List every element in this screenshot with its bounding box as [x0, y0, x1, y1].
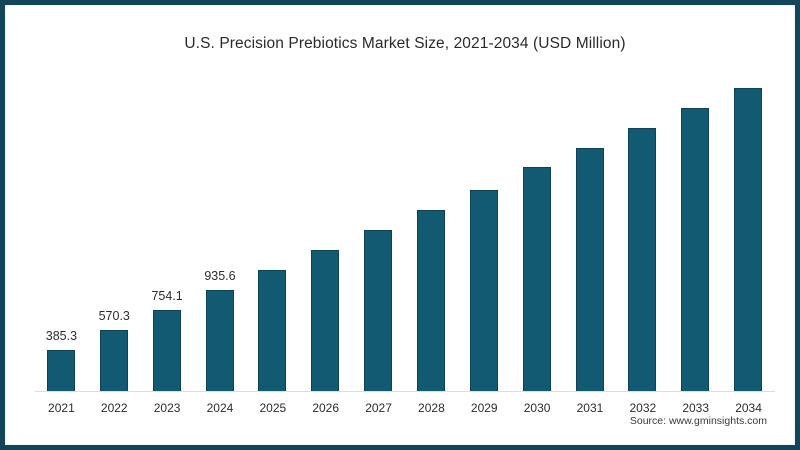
bar[interactable] — [311, 250, 340, 392]
bar[interactable] — [575, 147, 604, 392]
x-axis-tick-label: 2028 — [418, 401, 445, 415]
x-axis-tick-label: 2021 — [48, 401, 75, 415]
bar-slot — [511, 65, 564, 392]
x-axis-tick-label: 2033 — [682, 401, 710, 415]
bar[interactable] — [734, 87, 763, 392]
bar-slot — [669, 65, 722, 392]
bar-value-label: 570.3 — [98, 308, 130, 323]
x-axis-tick-label: 2032 — [629, 401, 657, 415]
bar[interactable] — [258, 269, 287, 392]
bar-slot — [246, 65, 299, 392]
bar-value-label: 754.1 — [151, 288, 183, 303]
bar-slot — [194, 65, 247, 392]
bar[interactable] — [47, 350, 75, 392]
x-axis-tick-label: 2023 — [153, 401, 181, 415]
bar[interactable] — [522, 167, 551, 392]
plot-area — [35, 65, 775, 392]
bar[interactable] — [417, 209, 445, 392]
bar-value-label: 385.3 — [45, 329, 78, 343]
x-axis-tick-label: 2031 — [576, 401, 604, 415]
bar-slot — [352, 65, 405, 392]
bar[interactable] — [681, 107, 710, 392]
bar-slot — [722, 65, 775, 392]
x-axis-tick-label: 2026 — [312, 401, 340, 415]
bar-slot — [141, 65, 194, 392]
bar[interactable] — [469, 189, 498, 392]
bar[interactable] — [205, 290, 234, 392]
bar-slot — [564, 65, 617, 392]
bar[interactable] — [152, 309, 181, 392]
chart-inner-border — [5, 5, 795, 445]
page-title: U.S. Precision Prebiotics Market Size, 2… — [184, 35, 626, 52]
x-axis-line — [35, 391, 775, 392]
x-axis-tick-label: 2027 — [365, 401, 392, 415]
bar-slot — [616, 65, 669, 392]
x-axis-tick-label: 2034 — [735, 401, 762, 415]
bar-slot — [88, 65, 141, 392]
source-attribution: Source: www.gminsights.com — [629, 415, 767, 427]
x-axis-tick-label: 2029 — [470, 401, 498, 415]
x-axis-tick-label: 2024 — [206, 401, 234, 415]
x-axis-tick-label: 2022 — [100, 401, 128, 415]
bar-slot — [299, 65, 352, 392]
bar[interactable] — [628, 127, 657, 392]
x-axis-tick-label: 2030 — [523, 401, 551, 415]
bar[interactable] — [364, 229, 393, 392]
x-axis-tick-label: 2025 — [259, 401, 287, 415]
bar[interactable] — [99, 329, 128, 392]
bar-slot — [458, 65, 511, 392]
bar-slot — [405, 65, 458, 392]
bar-value-label: 935.6 — [204, 269, 236, 284]
